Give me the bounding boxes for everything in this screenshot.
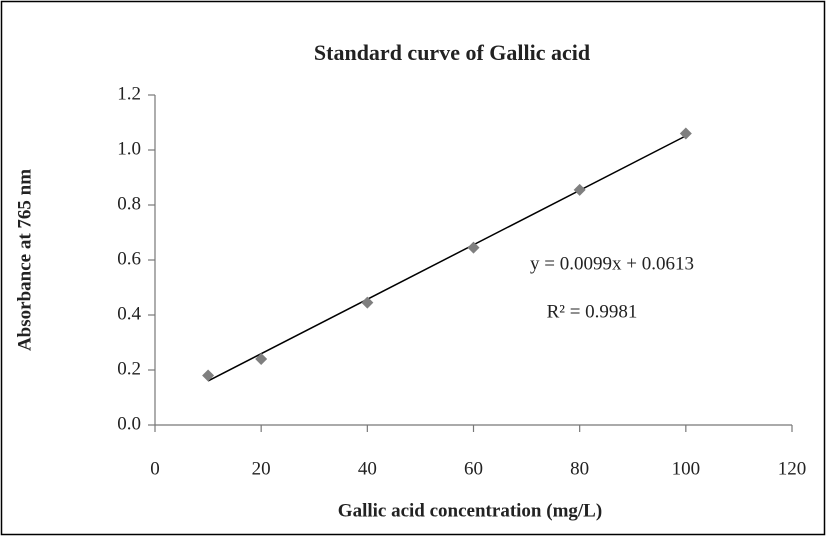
data-point xyxy=(679,127,692,140)
data-point xyxy=(255,353,268,365)
trendline-equation: y = 0.0099x + 0.0613 xyxy=(530,253,694,274)
x-tick-label: 80 xyxy=(570,458,589,479)
x-axis-label: Gallic acid concentration (mg/L) xyxy=(338,500,602,521)
y-tick-label: 1.0 xyxy=(117,138,141,159)
x-tick-label: 100 xyxy=(672,458,701,479)
r-squared: R² = 0.9981 xyxy=(547,301,638,322)
x-tick-label: 60 xyxy=(464,458,483,479)
data-point xyxy=(361,296,374,309)
trendline xyxy=(207,135,687,382)
data-point xyxy=(202,369,215,382)
y-tick-label: 0.2 xyxy=(117,358,141,379)
x-tick-label: 40 xyxy=(358,458,377,479)
y-tick-label: 0.6 xyxy=(117,248,141,269)
x-tick-label: 120 xyxy=(778,458,807,479)
data-point xyxy=(467,241,480,254)
y-tick-label: 0.8 xyxy=(117,193,141,214)
y-tick-label: 0.4 xyxy=(117,303,141,324)
chart-title: Standard curve of Gallic acid xyxy=(314,40,590,65)
x-tick-label: 0 xyxy=(150,458,160,479)
y-tick-label: 0.0 xyxy=(117,413,141,434)
x-tick-label: 20 xyxy=(252,458,271,479)
data-point xyxy=(573,183,586,196)
y-axis-label: Absorbance at 765 nm xyxy=(14,169,35,351)
y-tick-label: 1.2 xyxy=(117,83,141,104)
